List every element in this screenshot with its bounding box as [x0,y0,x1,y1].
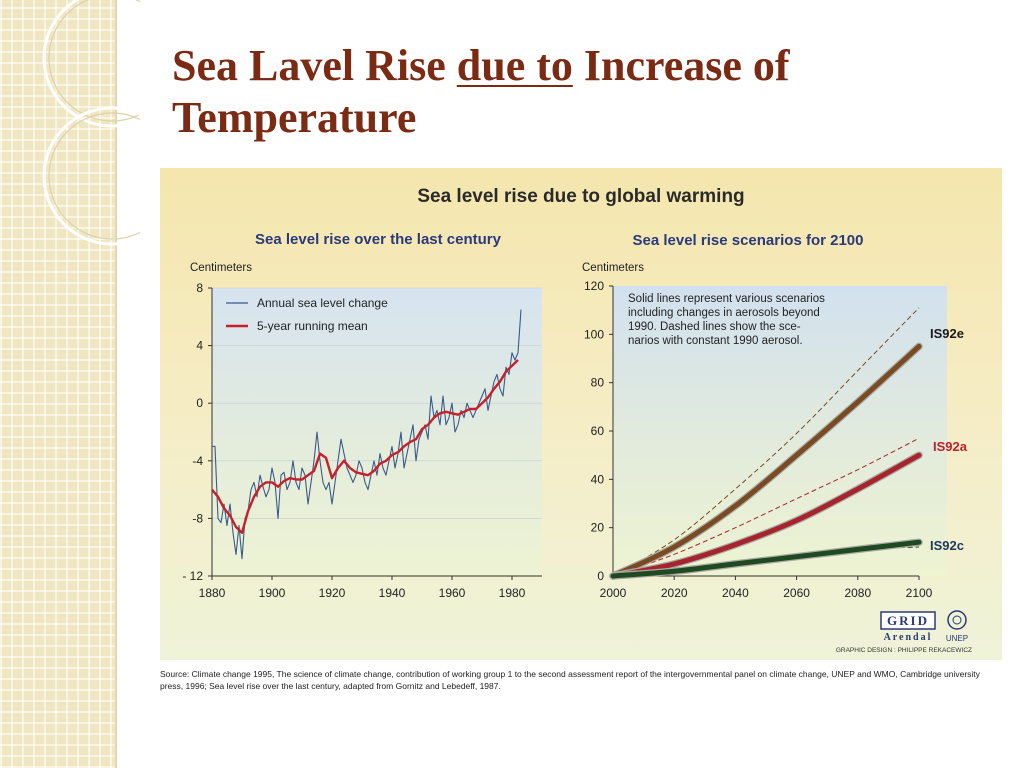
y-tick-label: 80 [591,376,605,390]
legend-label-annual: Annual sea level change [257,296,388,310]
y-tick-label: 0 [196,396,203,410]
y-tick-label: 20 [591,521,605,535]
source-note: Source: Climate change 1995, The science… [160,669,980,691]
decorative-grid-strip [0,0,115,768]
y-tick-label: 8 [196,281,203,295]
grid-arendal-credit: GRID Arendal UNEP GRAPHIC DESIGN : PHILI… [836,610,972,654]
scenario-label-is92e: IS92e [930,326,964,341]
scenario-is92a-solid-line [610,452,922,579]
scenario-label-is92a: IS92a [933,439,968,454]
arendal-text: Arendal [884,632,933,643]
y-tick-label: -8 [192,511,203,525]
left-chart-series [211,309,522,560]
figure-title: Sea level rise due to global warming [417,186,744,207]
left-chart-title: Sea level rise over the last century [255,231,502,248]
scenario-is92c-solid-line [610,539,922,579]
title-part1: Sea Lavel Rise [172,41,457,90]
x-tick-label: 1900 [259,586,286,600]
y-tick-label: -4 [192,454,203,468]
title-part2: due to [456,41,573,90]
decorative-ring [48,112,140,240]
legend-label-running-mean: 5-year running mean [257,319,368,333]
sea-level-figure: Sea level rise due to global warming Sea… [182,186,972,654]
scenario-is92e-dashed-line [612,307,920,577]
title-part3: Increase of Temperature [172,41,790,142]
left-chart-ylabel: Centimeters [190,262,252,274]
grid-logo-text: GRID [887,613,929,628]
x-tick-label: 2020 [661,586,688,600]
x-tick-label: 2060 [783,586,810,600]
decorative-ring [42,106,140,246]
annotation-line: Solid lines represent various scenarios [628,293,825,305]
x-tick-label: 2100 [906,586,933,600]
x-tick-label: 1920 [319,586,346,600]
decorative-divider [115,0,117,768]
right-chart-ylabel: Centimeters [582,262,644,274]
right-chart-title: Sea level rise scenarios for 2100 [633,232,864,249]
x-tick-label: 1960 [439,586,466,600]
running-mean-line [211,359,519,534]
x-tick-label: 2080 [844,586,871,600]
y-tick-label: 4 [196,339,203,353]
right-chart-annotation: Solid lines represent various scenarios … [628,293,825,347]
left-chart-legend: Annual sea level change 5-year running m… [226,296,388,333]
left-chart-plot-area [212,288,542,576]
right-chart-tick-labels: 120 100 80 60 40 20 0 2000 2020 2040 2060 2080 2100 [584,279,933,600]
annotation-line: including changes in aerosols beyond [628,307,820,319]
slide-title: Sea Lavel Rise due to Increase of Temper… [172,40,992,144]
decorative-ring [48,0,140,122]
right-chart-series [609,307,923,580]
left-chart-tick-labels: 8 4 0 -4 -8 - 12 1880 1900 1920 1940 1960 1980 [182,281,525,600]
decorative-ring [42,0,140,128]
x-tick-label: 1980 [499,586,526,600]
x-tick-label: 1940 [379,586,406,600]
x-tick-label: 1880 [199,586,226,600]
annotation-line: narios with constant 1990 aerosol. [628,335,803,347]
y-tick-label: - 12 [182,569,203,583]
y-tick-label: 0 [597,569,604,583]
grid-logo-box [880,611,936,630]
unep-emblem-inner-icon [952,615,962,625]
decorative-rings [42,0,140,246]
unep-emblem-icon [947,610,967,630]
figure-panel: Sea level rise due to global warming Sea… [160,168,1002,660]
scenario-is92a-dashed-line [612,437,920,577]
y-tick-label: 40 [591,472,605,486]
scenario-label-is92c: IS92c [930,538,964,553]
y-tick-label: 60 [591,424,605,438]
scenario-end-labels: IS92e IS92a IS92c [930,326,968,553]
design-credit: GRAPHIC DESIGN : PHILIPPE REKACEWICZ [836,647,972,654]
y-tick-label: 120 [584,279,604,293]
left-chart-axes [211,288,542,577]
annotation-line: 1990. Dashed lines show the sce- [628,321,801,333]
scenario-is92e-solid-line [610,343,922,579]
x-tick-label: 2000 [600,586,627,600]
y-tick-label: 100 [584,327,604,341]
unep-text: UNEP [946,634,968,643]
x-tick-label: 2040 [722,586,749,600]
